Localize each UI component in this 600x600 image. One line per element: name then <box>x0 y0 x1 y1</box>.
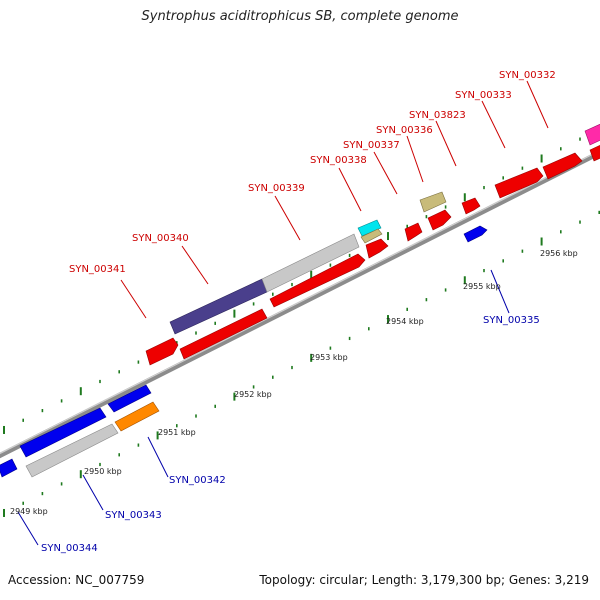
upper-lane-genes <box>169 122 600 335</box>
gene-label: SYN_03823 <box>409 110 466 121</box>
reverse-gene-labels: SYN_00335 SYN_00342 SYN_00343 SYN_00344 <box>41 315 540 554</box>
gene-label: SYN_00333 <box>455 90 512 101</box>
kbp-label: 2955 kbp <box>463 282 501 291</box>
kbp-label: 2949 kbp <box>10 507 48 516</box>
gene-syn00338-region[interactable] <box>357 219 382 237</box>
gene-syn00334[interactable] <box>461 197 481 215</box>
reverse-genes <box>0 225 488 478</box>
gene-label: SYN_00341 <box>69 264 126 275</box>
forward-leader-lines <box>120 80 549 319</box>
gene-label: SYN_00336 <box>376 125 433 136</box>
kbp-label: 2951 kbp <box>158 428 196 437</box>
gene-syn00338[interactable] <box>365 238 389 259</box>
gene-syn00339[interactable] <box>269 253 366 308</box>
map-title: Syntrophus aciditrophicus SB, complete g… <box>141 9 459 24</box>
gene-label: SYN_00335 <box>483 315 540 326</box>
gene-label: SYN_00337 <box>343 140 400 151</box>
gene-syn00335[interactable] <box>463 225 488 243</box>
kbp-label: 2953 kbp <box>310 353 348 362</box>
gene-label: SYN_00344 <box>41 543 98 554</box>
kbp-label: 2954 kbp <box>386 317 424 326</box>
gene-syn00343[interactable] <box>19 407 107 458</box>
gene-syn00341[interactable] <box>145 337 179 366</box>
lower-lane-genes <box>25 401 160 478</box>
gene-label: SYN_00338 <box>310 155 367 166</box>
gene-syn00340[interactable] <box>179 308 268 360</box>
gene-syn00332[interactable] <box>542 152 583 180</box>
gene-syn00336-region[interactable] <box>419 191 447 213</box>
gene-syn03823[interactable] <box>427 209 452 231</box>
gene-next-forward[interactable] <box>589 143 600 162</box>
gene-syn00332-region[interactable] <box>584 122 600 146</box>
gene-syn00342-region[interactable] <box>114 401 160 432</box>
forward-genes <box>145 143 600 366</box>
gene-syn00344[interactable] <box>0 458 18 478</box>
accession-text: Accession: NC_007759 <box>8 573 145 587</box>
gene-label: SYN_00339 <box>248 183 305 194</box>
gene-label: SYN_00332 <box>499 70 556 81</box>
gene-syn00342[interactable] <box>107 384 152 413</box>
gene-label: SYN_00340 <box>132 233 189 244</box>
tick-dots <box>3 127 600 517</box>
gene-label: SYN_00342 <box>169 475 226 486</box>
gene-syn00336[interactable] <box>404 222 423 242</box>
genome-backbone <box>0 149 600 459</box>
forward-gene-labels: SYN_00341 SYN_00340 SYN_00339 SYN_00338 … <box>69 70 556 275</box>
gene-syn00339-region[interactable] <box>261 233 360 293</box>
gene-syn00343-region[interactable] <box>25 423 119 478</box>
gene-label: SYN_00343 <box>105 510 162 521</box>
gene-syn00333[interactable] <box>494 167 544 199</box>
kbp-labels: 2949 kbp 2950 kbp 2951 kbp 2952 kbp 2953… <box>10 249 578 516</box>
kbp-label: 2956 kbp <box>540 249 578 258</box>
reverse-leader-lines <box>17 269 510 546</box>
topology-text: Topology: circular; Length: 3,179,300 bp… <box>259 573 589 587</box>
gene-syn00337-region[interactable] <box>360 228 383 244</box>
kbp-label: 2952 kbp <box>234 390 272 399</box>
kbp-label: 2950 kbp <box>84 467 122 476</box>
